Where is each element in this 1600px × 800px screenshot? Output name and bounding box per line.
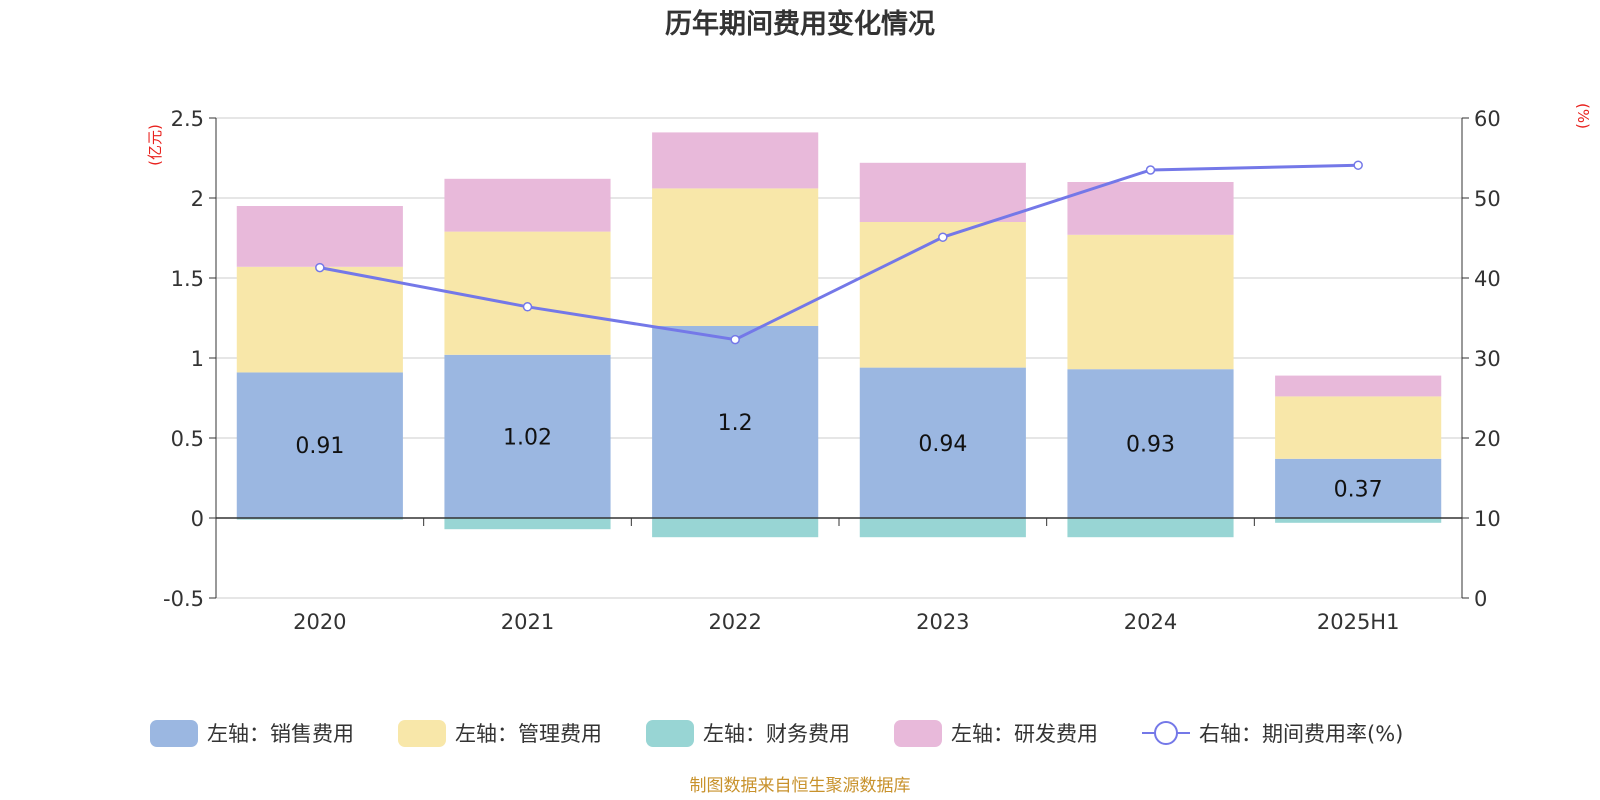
rate-point (1353, 160, 1363, 170)
bar-segment (1275, 375, 1442, 397)
left-tick-label: 0 (191, 507, 204, 531)
right-tick-label: 30 (1474, 347, 1501, 371)
bar-value-label: 0.37 (1334, 477, 1383, 502)
data-labels: 0.91 1.02 1.2 0.94 0.93 0.37 (295, 411, 1382, 502)
bar-segment (652, 132, 819, 189)
bar-segment (1067, 234, 1234, 370)
rate-point (522, 302, 533, 312)
bar-segment (236, 372, 403, 518)
right-tick-label: 50 (1474, 187, 1501, 211)
legend-label: 左轴：管理费用 (455, 722, 602, 746)
bar-segment (1275, 396, 1442, 459)
rate-point (1145, 165, 1156, 175)
left-axis-unit: (亿元) (146, 124, 164, 166)
bar-segment (859, 222, 1026, 368)
bar-segment (652, 326, 819, 518)
bar-segment (1067, 182, 1234, 235)
bar-segment (1275, 518, 1442, 523)
left-tick-label: 0.5 (171, 427, 204, 451)
bar-segment (236, 518, 403, 520)
bar-segment (1067, 518, 1234, 538)
legend-label: 左轴：销售费用 (207, 722, 354, 746)
bar-segment (444, 354, 611, 518)
bar-value-label: 0.93 (1126, 433, 1175, 458)
bar-segment (444, 518, 611, 530)
bar-segment (444, 231, 611, 355)
category-label: 2020 (293, 610, 346, 634)
bar-value-label: 0.94 (918, 432, 967, 457)
left-tick-label: 2.5 (171, 107, 204, 131)
legend-label: 左轴：财务费用 (703, 722, 850, 746)
category-label: 2023 (916, 610, 969, 634)
rate-polyline (319, 163, 1359, 342)
bar-segment (444, 178, 611, 232)
legend-label: 右轴：期间费用率(%) (1199, 722, 1403, 746)
legend-swatch (894, 720, 942, 747)
category-label: 2024 (1124, 610, 1177, 634)
bar-segment (859, 162, 1026, 222)
rate-point (315, 262, 325, 273)
bar-segment (1067, 369, 1234, 518)
category-label: 2022 (708, 610, 761, 634)
bar-value-label: 0.91 (295, 434, 344, 459)
left-tick-label: 2 (191, 187, 204, 211)
bar-segment (859, 367, 1026, 518)
bar-segment (236, 206, 403, 267)
data-source: 制图数据来自恒生聚源数据库 (690, 776, 911, 796)
legend-swatch (646, 720, 694, 747)
right-tick-label: 40 (1474, 267, 1501, 291)
legend-marker (1154, 721, 1178, 745)
bar-segment (1275, 458, 1442, 518)
right-tick-label: 0 (1474, 587, 1487, 611)
legend-swatch (150, 720, 198, 747)
legend-swatch (398, 720, 446, 747)
category-label: 2025H1 (1317, 610, 1400, 634)
axes: -0.5 0 0.5 1 1.5 2 2.5 0 10 20 30 40 50 60 2020 2021 202… (163, 107, 1501, 634)
bar-value-label: 1.02 (503, 425, 552, 450)
rate-line (315, 160, 1363, 345)
right-tick-label: 60 (1474, 107, 1501, 131)
rate-point (730, 334, 740, 345)
left-tick-label: 1.5 (171, 267, 204, 291)
bar-segment (652, 188, 819, 326)
left-tick-label: 1 (191, 347, 204, 371)
right-axis-unit: (%) (1574, 103, 1592, 129)
bar-value-label: 1.2 (718, 411, 753, 436)
legend-label: 左轴：研发费用 (951, 722, 1098, 746)
bar-segment (236, 266, 403, 373)
legend: 左轴：销售费用 左轴：管理费用 左轴：财务费用 左轴：研发费用 右轴：期间费用率(%) (150, 720, 1403, 747)
right-tick-label: 10 (1474, 507, 1501, 531)
bar-segment (652, 518, 819, 538)
bar-segment (859, 518, 1026, 538)
bars (236, 132, 1442, 538)
right-tick-label: 20 (1474, 427, 1501, 451)
chart-title: 历年期间费用变化情况 (665, 8, 935, 40)
category-label: 2021 (501, 610, 554, 634)
left-tick-label: -0.5 (163, 587, 204, 611)
rate-point (938, 232, 948, 242)
